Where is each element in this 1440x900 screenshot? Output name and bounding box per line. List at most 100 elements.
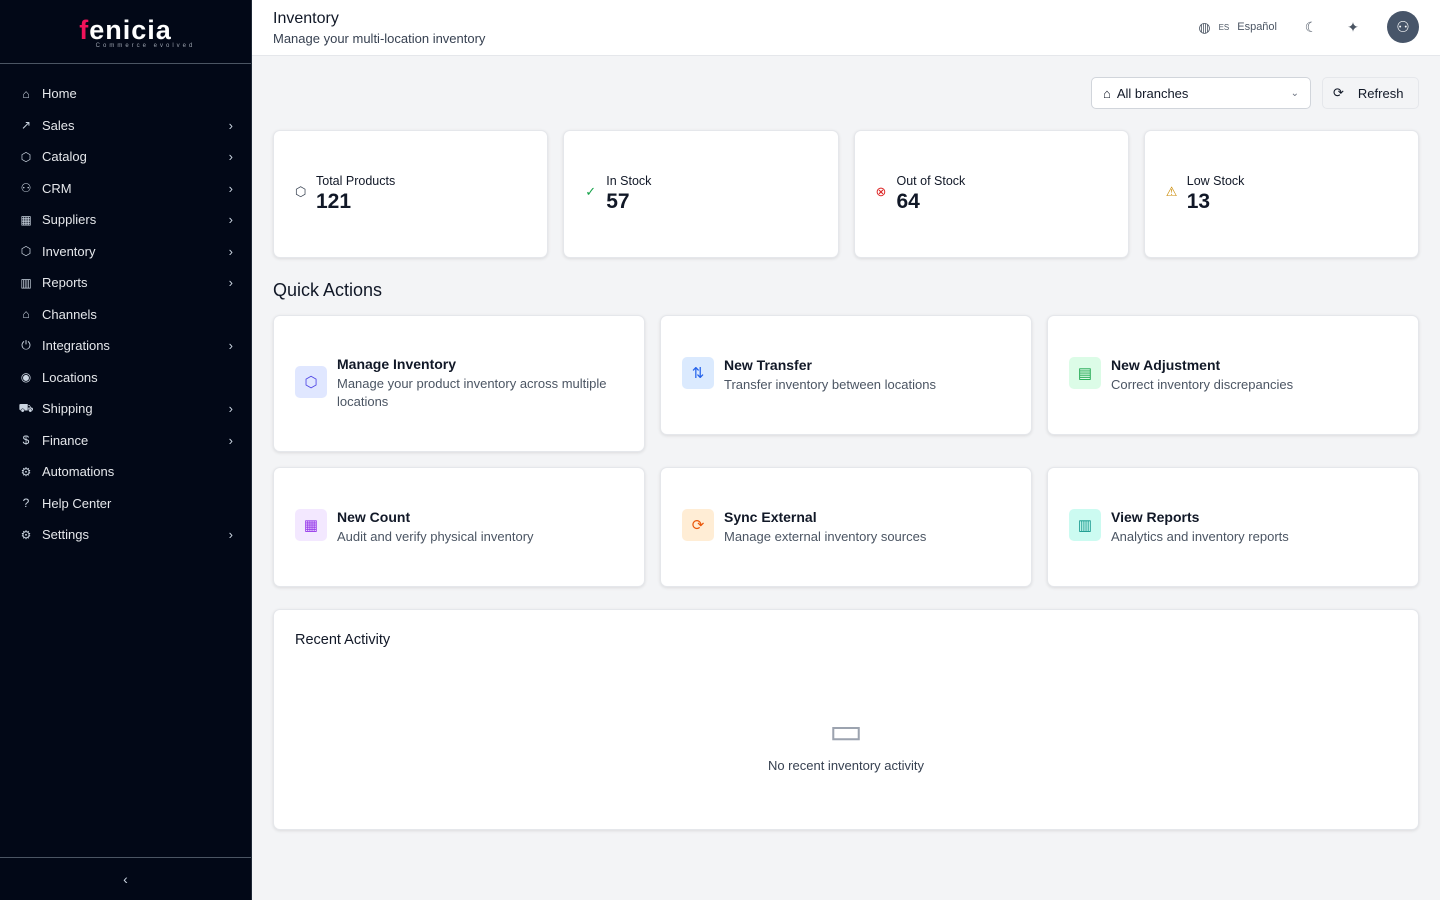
- quick-action-desc: Correct inventory discrepancies: [1111, 376, 1294, 392]
- sidebar-item-label: Inventory: [42, 243, 96, 259]
- lang-code: ES: [1218, 22, 1230, 32]
- chevron-right-icon: ›: [228, 527, 233, 543]
- sidebar-item-integrations[interactable]: ⏻ Integrations ›: [0, 330, 251, 362]
- stat-value: 13: [1186, 190, 1211, 213]
- stat-value: 64: [896, 190, 920, 213]
- home-icon: ⌂: [22, 86, 30, 101]
- settings-icon: ⚙: [20, 527, 32, 542]
- refresh-icon: ⟳: [1333, 85, 1344, 100]
- recent-activity-panel: Recent Activity ▭ No recent inventory ac…: [273, 609, 1419, 830]
- avatar[interactable]: ⚇: [1387, 11, 1419, 43]
- sidebar-item-automations[interactable]: ⚙ Automations: [0, 456, 251, 488]
- refresh-button[interactable]: ⟳ Refresh: [1322, 77, 1419, 109]
- sidebar-item-inventory[interactable]: ⬡ Inventory ›: [0, 236, 251, 268]
- view-reports-icon: ▥: [1069, 509, 1101, 541]
- empty-state: ▭ No recent inventory activity: [274, 710, 1418, 773]
- chevron-right-icon: ›: [228, 432, 233, 448]
- stat-card: ✓ In Stock 57: [563, 130, 839, 258]
- quick-action-new-adjustment[interactable]: ▤ New Adjustment Correct inventory discrep…: [1047, 315, 1419, 435]
- quick-action-new-transfer[interactable]: ⇅ New Transfer Transfer inventory between …: [660, 315, 1032, 435]
- lang-label: Español: [1237, 21, 1277, 33]
- refresh-label: Refresh: [1357, 85, 1404, 101]
- stat-card: ⬡ Total Products 121: [273, 130, 549, 258]
- sales-icon: ↗: [20, 118, 32, 133]
- page-subtitle: Manage your multi-location inventory: [273, 31, 486, 46]
- sidebar-item-label: Locations: [42, 369, 98, 385]
- stat-card: ⚠ Low Stock 13: [1143, 130, 1419, 258]
- logo-word: fenicia: [79, 15, 172, 46]
- branch-select[interactable]: ⌂ All branches ⌄: [1091, 77, 1311, 109]
- sidebar-item-channels[interactable]: ⌂ Channels: [0, 299, 251, 331]
- channels-icon: ⌂: [22, 307, 30, 322]
- sidebar-item-label: Suppliers: [42, 212, 97, 228]
- empty-state-text: No recent inventory activity: [767, 758, 925, 773]
- new-adjustment-icon: ▤: [1069, 357, 1101, 389]
- sidebar-item-finance[interactable]: $ Finance ›: [0, 425, 251, 457]
- quick-action-new-count[interactable]: ▦ New Count Audit and verify physical inve…: [273, 467, 645, 587]
- stat-card: ⊗ Out of Stock 64: [853, 130, 1129, 258]
- quick-action-title: New Transfer: [724, 356, 812, 373]
- chevron-right-icon: ›: [228, 212, 233, 228]
- quick-action-sync-external[interactable]: ⟳ Sync External Manage external inventory …: [660, 467, 1032, 587]
- quick-actions-title: Quick Actions: [273, 280, 383, 300]
- chevron-right-icon: ›: [228, 275, 233, 291]
- quick-action-manage-inventory[interactable]: ⬡ Manage Inventory Manage your product inv…: [273, 315, 645, 452]
- branch-select-value: All branches: [1116, 85, 1189, 101]
- chevron-right-icon: ›: [228, 243, 233, 259]
- chevron-right-icon: ›: [228, 180, 233, 196]
- user-icon: ⚇: [1396, 19, 1410, 36]
- stat-label: Low Stock: [1186, 174, 1245, 188]
- logo[interactable]: fenicia Commerce evolved: [0, 0, 251, 64]
- sidebar-item-catalog[interactable]: ⬡ Catalog ›: [0, 141, 251, 173]
- sidebar-item-label: Finance: [42, 432, 89, 448]
- globe-icon: ◍: [1198, 18, 1211, 35]
- chevron-right-icon: ›: [228, 117, 233, 133]
- stat-value: 57: [606, 190, 630, 213]
- sidebar-item-label: Reports: [42, 275, 88, 291]
- quick-action-desc: Transfer inventory between locations: [724, 376, 936, 392]
- quick-action-title: New Count: [337, 508, 411, 525]
- shipping-icon: ⛟: [18, 400, 34, 415]
- collapse-sidebar-button[interactable]: ‹: [0, 857, 251, 900]
- language-selector[interactable]: ◍ ES Español: [1198, 19, 1277, 36]
- stat-label: Total Products: [316, 174, 396, 188]
- sidebar-item-settings[interactable]: ⚙ Settings ›: [0, 519, 251, 551]
- sparkles-icon[interactable]: ✦: [1347, 18, 1359, 35]
- toolbar: ⌂ All branches ⌄ ⟳ Refresh: [273, 77, 1419, 109]
- new-count-icon: ▦: [295, 509, 327, 541]
- automations-icon: ⚙: [20, 464, 32, 479]
- sidebar-item-sales[interactable]: ↗ Sales ›: [0, 110, 251, 142]
- header-actions: ◍ ES Español ☾ ✦ ⚇: [1198, 11, 1419, 43]
- stat-label: In Stock: [606, 174, 652, 188]
- sidebar-item-help-center[interactable]: ? Help Center: [0, 488, 251, 520]
- chevron-right-icon: ›: [228, 401, 233, 417]
- quick-action-view-reports[interactable]: ▥ View Reports Analytics and inventory rep…: [1047, 467, 1419, 587]
- sidebar-item-locations[interactable]: ◉ Locations: [0, 362, 251, 394]
- recent-activity-title: Recent Activity: [295, 632, 391, 648]
- sidebar-item-label: Integrations: [42, 338, 110, 354]
- sidebar-nav: ⌂ Home ↗ Sales › ⬡ Catalog › ⚇ CRM › ▦ Suppliers › ⬡ In…: [0, 64, 251, 551]
- stat-value: 121: [316, 190, 352, 213]
- store-icon: ⌂: [1103, 85, 1111, 101]
- header: Inventory Manage your multi-location inv…: [252, 0, 1440, 56]
- sidebar-item-shipping[interactable]: ⛟ Shipping ›: [0, 393, 251, 425]
- chevron-right-icon: ›: [228, 149, 233, 165]
- sidebar-item-suppliers[interactable]: ▦ Suppliers ›: [0, 204, 251, 236]
- sidebar-item-label: Catalog: [42, 149, 87, 165]
- crm-icon: ⚇: [20, 181, 32, 196]
- finance-icon: $: [22, 433, 30, 448]
- sidebar-item-crm[interactable]: ⚇ CRM ›: [0, 173, 251, 205]
- quick-action-title: Manage Inventory: [337, 356, 457, 372]
- integrations-icon: ⏻: [21, 338, 31, 353]
- chevron-right-icon: ›: [228, 338, 233, 354]
- sidebar-item-label: Automations: [42, 464, 115, 480]
- catalog-icon: ⬡: [20, 149, 32, 164]
- quick-action-desc: Manage external inventory sources: [724, 528, 927, 544]
- sidebar-item-reports[interactable]: ▥ Reports ›: [0, 267, 251, 299]
- stat-icon: ⚠: [1165, 184, 1178, 199]
- sidebar-item-label: Help Center: [42, 495, 112, 511]
- logo-text: enicia: [89, 14, 172, 45]
- sidebar-item-home[interactable]: ⌂ Home: [0, 78, 251, 110]
- moon-icon[interactable]: ☾: [1304, 18, 1318, 35]
- quick-actions-grid: ⬡ Manage Inventory Manage your product inv…: [273, 315, 1419, 587]
